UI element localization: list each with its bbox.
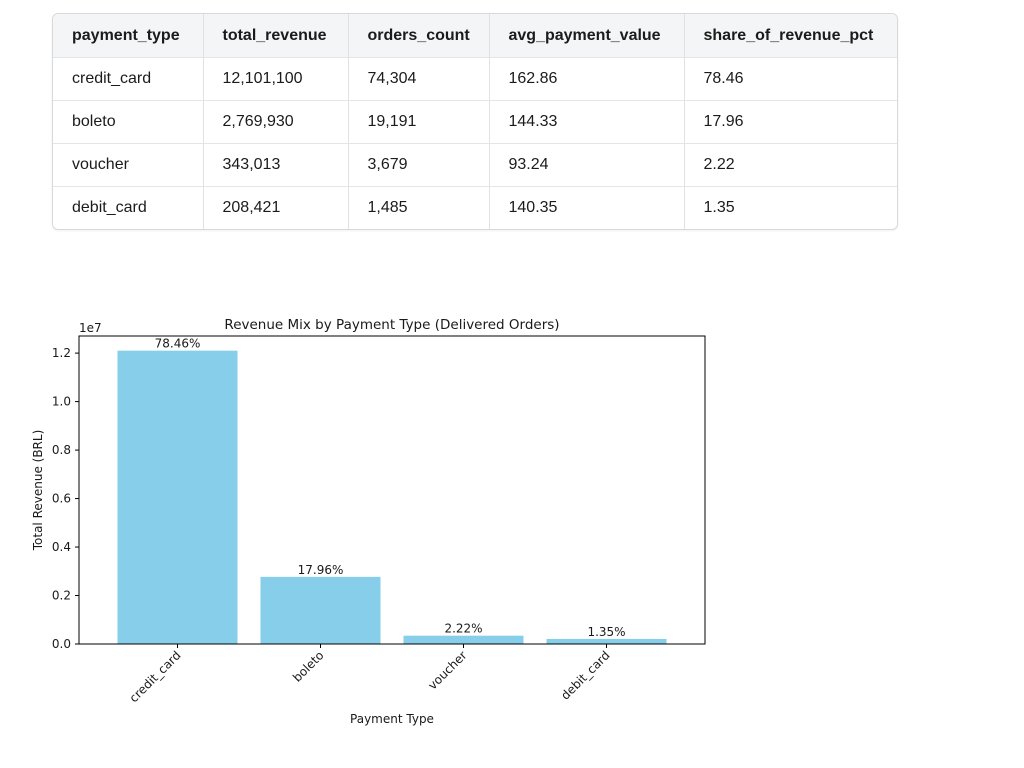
table-cell: 140.35 [489, 186, 685, 229]
table-cell: 144.33 [489, 100, 685, 144]
table-cell: voucher [53, 143, 204, 187]
bar [546, 638, 667, 644]
table-cell: credit_card [53, 57, 204, 101]
table-cell: 2,769,930 [203, 100, 349, 144]
table-header-row: payment_type total_revenue orders_count … [53, 14, 897, 58]
x-tick-label: boleto [290, 648, 327, 685]
table-cell: 208,421 [203, 186, 349, 229]
results-table: payment_type total_revenue orders_count … [53, 14, 897, 229]
table-cell: 343,013 [203, 143, 349, 187]
x-tick-label: debit_card [558, 648, 612, 702]
y-axis-offset-label: 1e7 [79, 321, 102, 335]
bar-data-label: 78.46% [155, 337, 201, 351]
table-cell: 93.24 [489, 143, 685, 187]
table-row: voucher 343,013 3,679 93.24 2.22 [53, 143, 897, 187]
table-cell: 2.22 [684, 143, 897, 187]
y-axis-label: Total Revenue (BRL) [31, 430, 45, 552]
bar-data-label: 1.35% [587, 625, 625, 639]
table-cell: 1,485 [348, 186, 490, 229]
column-header: payment_type [53, 14, 204, 58]
table-cell: 162.86 [489, 57, 685, 101]
table-cell: 12,101,100 [203, 57, 349, 101]
chart-title: Revenue Mix by Payment Type (Delivered O… [224, 317, 559, 333]
table-cell: boleto [53, 100, 204, 144]
y-tick-label: 0.2 [52, 589, 71, 603]
revenue-chart: Revenue Mix by Payment Type (Delivered O… [0, 300, 760, 740]
y-tick-label: 0.4 [52, 540, 71, 554]
column-header: avg_payment_value [489, 14, 685, 58]
y-tick-label: 1.0 [52, 395, 71, 409]
bar-data-label: 2.22% [444, 622, 482, 636]
column-header: share_of_revenue_pct [684, 14, 897, 58]
column-header: orders_count [348, 14, 490, 58]
table-cell: 74,304 [348, 57, 490, 101]
bar [260, 576, 381, 644]
bar [117, 350, 238, 644]
y-tick-label: 0.8 [52, 443, 71, 457]
y-tick-label: 0.0 [52, 637, 71, 651]
revenue-chart-svg: Revenue Mix by Payment Type (Delivered O… [31, 317, 706, 726]
bar [403, 635, 524, 644]
plot-frame [78, 335, 706, 645]
table-cell: debit_card [53, 186, 204, 229]
table-row: boleto 2,769,930 19,191 144.33 17.96 [53, 100, 897, 144]
y-tick-label: 1.2 [52, 346, 71, 360]
table-cell: 78.46 [684, 57, 897, 101]
results-table-container: payment_type total_revenue orders_count … [52, 13, 898, 230]
table-cell: 17.96 [684, 100, 897, 144]
table-row: credit_card 12,101,100 74,304 162.86 78.… [53, 57, 897, 101]
x-tick-label: credit_card [127, 648, 184, 705]
table-cell: 19,191 [348, 100, 490, 144]
table-cell: 3,679 [348, 143, 490, 187]
x-axis-label: Payment Type [350, 712, 434, 726]
table-cell: 1.35 [703, 199, 735, 216]
bar-data-label: 17.96% [298, 563, 344, 577]
x-tick-label: voucher [425, 648, 469, 692]
column-header: total_revenue [203, 14, 349, 58]
y-tick-label: 0.6 [52, 492, 71, 506]
table-row: debit_card 208,421 1,485 140.35 1.35 [53, 186, 897, 229]
